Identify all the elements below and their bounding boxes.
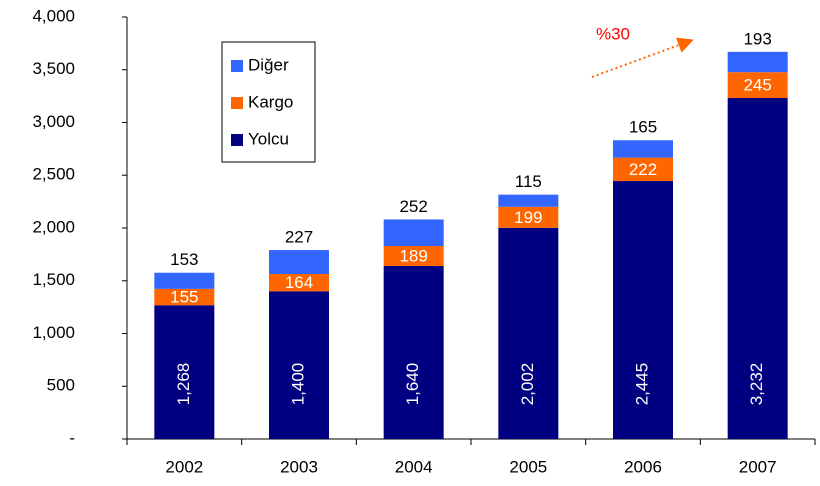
value-label: 1,268 [174, 363, 193, 406]
y-tick-label: 1,500 [32, 270, 75, 289]
legend-label: Yolcu [248, 129, 289, 148]
y-tick-label: 1,000 [32, 323, 75, 342]
bar-segment [613, 181, 673, 440]
value-label: 2,002 [518, 363, 537, 406]
value-label: 164 [285, 273, 313, 292]
x-tick-label: 2005 [509, 457, 547, 476]
legend-swatch [231, 60, 243, 72]
trend-arrow [591, 37, 694, 78]
bar-segment [498, 194, 559, 207]
legend-swatch [231, 97, 243, 109]
y-tick-label: 3,500 [32, 59, 75, 78]
bar-segment [727, 72, 788, 99]
x-tick-label: 2003 [280, 457, 318, 476]
bar-segment [383, 246, 444, 266]
value-label: 153 [170, 250, 198, 269]
bar-segment [498, 227, 559, 439]
bar-segment [498, 206, 559, 228]
bar-segment [613, 157, 673, 182]
x-tick-label: 2002 [165, 457, 203, 476]
value-label: 115 [515, 172, 542, 191]
x-tick-label: 2004 [395, 457, 433, 476]
bar-segment [154, 272, 215, 289]
bar-segment [727, 98, 788, 440]
bar-segment [269, 250, 329, 274]
x-tick-label: 2007 [739, 457, 777, 476]
y-tick-label: 500 [47, 376, 75, 395]
bar-segment [269, 291, 329, 439]
value-label: 2,445 [632, 363, 651, 406]
bar-segment [154, 305, 215, 439]
y-tick-label: - [69, 428, 75, 447]
value-label: 155 [170, 288, 198, 307]
legend-label: Kargo [248, 92, 293, 111]
bar-segment [727, 51, 788, 73]
value-label: 3,232 [747, 363, 766, 406]
y-tick-label: 2,000 [32, 217, 75, 236]
y-tick-label: 2,500 [32, 165, 75, 184]
value-label: 1,640 [403, 363, 422, 406]
y-tick-label: 4,000 [32, 6, 75, 25]
value-label: 193 [743, 29, 771, 48]
y-tick-label: 3,000 [32, 112, 75, 131]
value-label: 165 [629, 118, 657, 137]
value-label: 245 [743, 76, 771, 95]
bar-segment [383, 219, 444, 247]
value-label: 1,400 [288, 363, 307, 406]
x-tick-label: 2006 [624, 457, 662, 476]
value-label: 222 [629, 160, 657, 179]
bar-segment [154, 288, 215, 306]
value-label: 227 [285, 228, 313, 247]
bar-segment [613, 140, 673, 158]
legend-swatch [231, 134, 243, 146]
bar-segment [383, 265, 444, 439]
annotation: %30 [596, 24, 630, 43]
bar-segment [269, 273, 329, 292]
legend-label: Diğer [248, 55, 289, 74]
value-label: 199 [514, 208, 542, 227]
value-label: 252 [399, 197, 427, 216]
value-label: 189 [399, 246, 427, 265]
